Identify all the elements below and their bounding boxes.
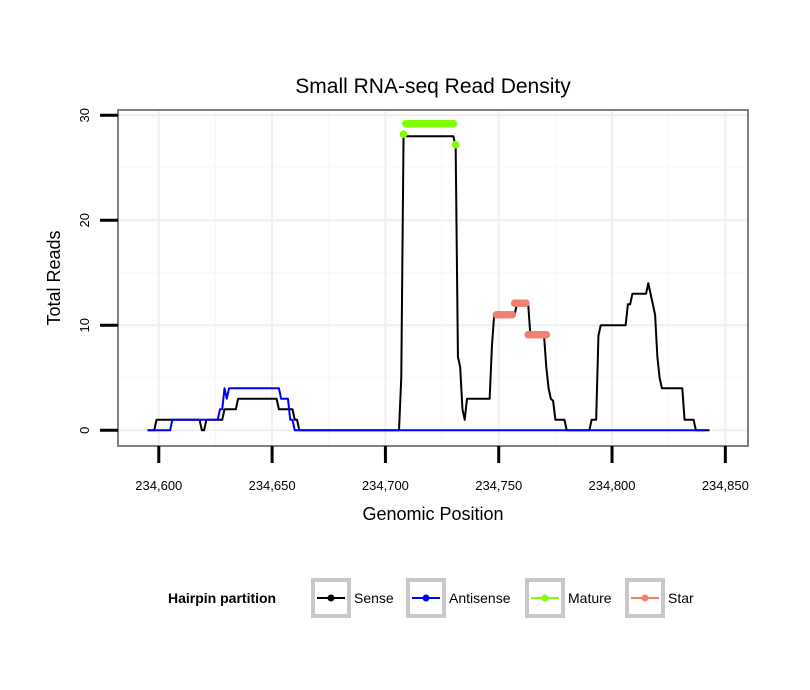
- series-layer: [147, 119, 710, 432]
- legend-label: Star: [668, 590, 694, 606]
- legend-item-antisense: Antisense: [406, 578, 511, 618]
- legend: Hairpin partition Sense Antisense Mature St…: [168, 578, 694, 618]
- y-axis-label: Total Reads: [44, 230, 64, 325]
- y-axis: 0 10 20 30: [77, 108, 118, 434]
- y-tick-label: 30: [77, 108, 92, 122]
- y-tick-label: 10: [77, 318, 92, 332]
- y-tick-label: 20: [77, 213, 92, 227]
- legend-title: Hairpin partition: [168, 590, 276, 606]
- y-tick-label: 0: [77, 427, 92, 434]
- legend-label: Sense: [354, 590, 394, 606]
- x-tick-label: 234,650: [249, 478, 296, 493]
- grid: [118, 110, 748, 446]
- x-tick-label: 234,850: [702, 478, 749, 493]
- plot-border: [117, 109, 749, 447]
- legend-label: Mature: [568, 590, 612, 606]
- x-tick-label: 234,600: [135, 478, 182, 493]
- series-line-antisense: [147, 387, 705, 432]
- legend-item-star: Star: [625, 578, 694, 618]
- legend-item-sense: Sense: [311, 578, 394, 618]
- data-point-mature: [399, 130, 408, 138]
- legend-key-point: [327, 594, 335, 602]
- x-tick-label: 234,750: [475, 478, 522, 493]
- chart-title: Small RNA-seq Read Density: [295, 75, 571, 98]
- x-axis: 234,600 234,650 234,700 234,750 234,800 234,8…: [135, 446, 749, 493]
- legend-key-point: [541, 594, 549, 602]
- x-tick-label: 234,700: [362, 478, 409, 493]
- data-point-star: [508, 310, 517, 319]
- x-tick-label: 234,800: [589, 478, 636, 493]
- legend-item-mature: Mature: [525, 578, 612, 618]
- data-point-mature: [449, 119, 458, 128]
- data-point-mature: [451, 140, 460, 149]
- legend-label: Antisense: [449, 590, 511, 606]
- data-point-star: [542, 330, 551, 339]
- x-axis-label: Genomic Position: [362, 504, 503, 524]
- plot-background: [118, 110, 748, 446]
- legend-key-point: [422, 594, 430, 602]
- data-point-star: [522, 299, 530, 308]
- legend-key-point: [641, 594, 649, 602]
